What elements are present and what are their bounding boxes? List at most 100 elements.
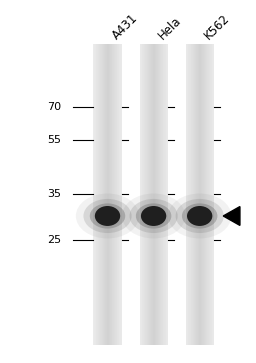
Bar (106, 44, 107, 345)
Ellipse shape (168, 193, 231, 238)
Bar (192, 44, 193, 345)
Bar (211, 44, 212, 345)
Bar (212, 44, 213, 345)
Bar (152, 44, 153, 345)
Ellipse shape (176, 199, 224, 233)
Bar (205, 44, 206, 345)
Bar (147, 44, 148, 345)
Bar (93, 44, 94, 345)
Bar (113, 44, 114, 345)
Bar (190, 44, 191, 345)
Bar (213, 44, 214, 345)
Bar (112, 44, 113, 345)
Ellipse shape (90, 203, 125, 229)
Bar (103, 44, 104, 345)
Ellipse shape (83, 199, 132, 233)
Bar (108, 44, 109, 345)
Text: 55: 55 (47, 135, 61, 145)
Ellipse shape (141, 206, 166, 226)
Bar (198, 44, 199, 345)
Ellipse shape (130, 199, 178, 233)
Bar (95, 44, 96, 345)
Bar (105, 44, 106, 345)
Bar (102, 44, 103, 345)
Bar (140, 44, 141, 345)
Bar (149, 44, 150, 345)
Bar (156, 44, 157, 345)
Ellipse shape (122, 193, 185, 238)
Bar (206, 44, 207, 345)
Bar (101, 44, 102, 345)
Bar (157, 44, 158, 345)
Bar (107, 44, 108, 345)
Bar (197, 44, 198, 345)
Bar (158, 44, 159, 345)
Bar (154, 44, 155, 345)
Ellipse shape (187, 206, 212, 226)
Bar (148, 44, 149, 345)
Bar (159, 44, 160, 345)
Bar (118, 44, 119, 345)
Bar (200, 44, 201, 345)
Bar (119, 44, 120, 345)
Bar (191, 44, 192, 345)
Bar (167, 44, 168, 345)
Bar (96, 44, 97, 345)
Bar (203, 44, 204, 345)
Bar (194, 44, 195, 345)
Bar (164, 44, 165, 345)
Bar (100, 44, 101, 345)
Bar (150, 44, 151, 345)
Ellipse shape (182, 203, 217, 229)
Bar (142, 44, 143, 345)
Text: A431: A431 (110, 11, 140, 42)
Bar (155, 44, 156, 345)
Bar (207, 44, 208, 345)
Bar (116, 44, 117, 345)
Bar (98, 44, 99, 345)
Ellipse shape (76, 193, 139, 238)
Text: 35: 35 (47, 189, 61, 199)
Bar (201, 44, 202, 345)
Bar (163, 44, 164, 345)
Bar (166, 44, 167, 345)
Text: Hela: Hela (156, 14, 184, 42)
Text: 70: 70 (47, 102, 61, 112)
Bar (193, 44, 194, 345)
Ellipse shape (95, 206, 120, 226)
Bar (143, 44, 144, 345)
Bar (115, 44, 116, 345)
Bar (188, 44, 189, 345)
Bar (160, 44, 161, 345)
Bar (120, 44, 121, 345)
Bar (186, 44, 187, 345)
Bar (145, 44, 146, 345)
Bar (202, 44, 203, 345)
Bar (109, 44, 110, 345)
Ellipse shape (136, 203, 171, 229)
Bar (187, 44, 188, 345)
Bar (110, 44, 111, 345)
Bar (121, 44, 122, 345)
Bar (111, 44, 112, 345)
Bar (210, 44, 211, 345)
Bar (204, 44, 205, 345)
Bar (104, 44, 105, 345)
Text: K562: K562 (202, 11, 232, 42)
Polygon shape (223, 207, 240, 225)
Bar (99, 44, 100, 345)
Bar (141, 44, 142, 345)
Bar (94, 44, 95, 345)
Bar (189, 44, 190, 345)
Bar (162, 44, 163, 345)
Bar (97, 44, 98, 345)
Bar (195, 44, 196, 345)
Text: 25: 25 (47, 234, 61, 245)
Bar (153, 44, 154, 345)
Bar (161, 44, 162, 345)
Bar (208, 44, 209, 345)
Bar (144, 44, 145, 345)
Bar (146, 44, 147, 345)
Bar (117, 44, 118, 345)
Bar (165, 44, 166, 345)
